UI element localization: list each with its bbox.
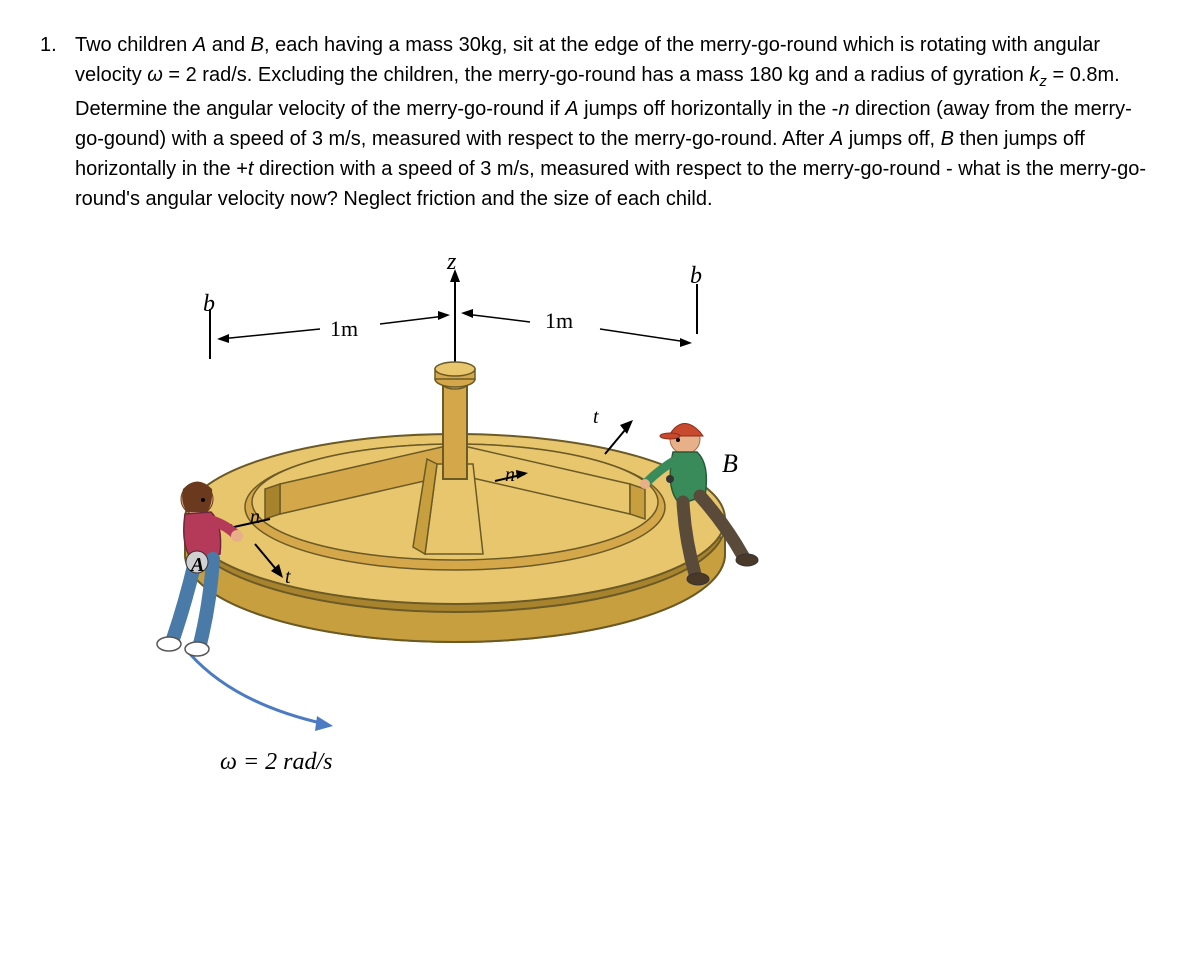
var-A: A	[565, 98, 578, 120]
label-1m-left: 1m	[330, 312, 358, 345]
problem-text: Two children A and B, each having a mass…	[75, 30, 1160, 214]
text-part: jumps off horizontally in the -	[579, 98, 839, 120]
text-part: Two children	[75, 34, 193, 56]
text-part: = 2 rad/s. Excluding the children, the m…	[163, 64, 1030, 86]
label-b-right: b	[690, 258, 702, 294]
var-A: A	[193, 34, 206, 56]
text-part: jumps off,	[843, 128, 940, 150]
var-n: n	[838, 98, 849, 120]
label-t-right: t	[593, 402, 599, 432]
label-n-left: n	[250, 502, 260, 532]
figure-svg	[125, 244, 825, 804]
label-omega: ω = 2 rad/s	[220, 744, 333, 780]
label-b-left: b	[203, 286, 215, 322]
label-A: A	[191, 550, 204, 580]
var-kz: k	[1029, 64, 1039, 86]
text-part: and	[206, 34, 250, 56]
var-kz-sub: z	[1039, 73, 1047, 90]
problem-number: 1.	[40, 30, 75, 804]
label-1m-right: 1m	[545, 304, 573, 337]
var-omega: ω	[147, 64, 163, 86]
label-z: z	[447, 244, 456, 280]
var-B: B	[251, 34, 264, 56]
var-B: B	[941, 128, 954, 150]
var-A: A	[830, 128, 843, 150]
label-B: B	[722, 444, 738, 483]
problem-container: 1. Two children A and B, each having a m…	[40, 30, 1160, 804]
problem-content: Two children A and B, each having a mass…	[75, 30, 1160, 804]
label-t-left: t	[285, 562, 291, 592]
label-n-right: n	[505, 460, 515, 490]
figure-container: z b b 1m 1m n n t t A B ω = 2 rad/s	[125, 244, 825, 804]
